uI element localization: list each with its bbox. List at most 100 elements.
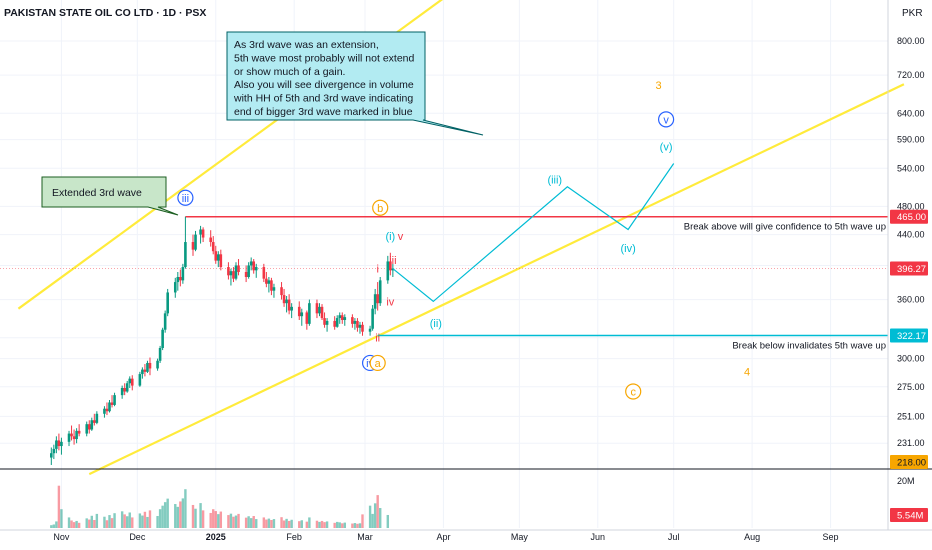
wave-label-text: (iv) (621, 243, 636, 255)
candle (335, 315, 339, 328)
y-tick-label: 231.00 (897, 438, 925, 448)
candle (50, 447, 53, 465)
volume-bar (341, 523, 344, 528)
candle-body (179, 276, 182, 281)
candle-body (335, 318, 339, 327)
candle (318, 303, 321, 317)
candle-body (184, 242, 187, 268)
candle-body (209, 237, 212, 243)
candle (179, 269, 182, 287)
candle-body (176, 276, 180, 283)
volume-bar (110, 518, 114, 528)
candle (267, 276, 271, 293)
candle-body (67, 433, 71, 442)
candle-body (211, 242, 215, 252)
candle-body (72, 436, 76, 440)
candle (333, 316, 336, 330)
candle-body (389, 261, 392, 271)
volume-bar (55, 521, 58, 528)
volume-bar (376, 495, 379, 528)
y-tick-label: 540.00 (897, 163, 925, 173)
candle (308, 299, 311, 326)
y-tick-label: 480.00 (897, 201, 925, 211)
candle (265, 271, 268, 288)
volume-bar (209, 512, 212, 528)
candle-body (90, 420, 94, 430)
candle (361, 321, 364, 336)
wave-label-text: (i) (385, 231, 395, 243)
wave-label: (ii) (430, 318, 442, 330)
candle (105, 402, 109, 416)
wave-circle (177, 189, 194, 206)
candle-body (138, 374, 142, 386)
candle (287, 294, 291, 315)
candle (389, 252, 392, 276)
candle-body (199, 229, 202, 235)
candles (50, 216, 395, 465)
candle (214, 245, 218, 264)
volume-tick-label: 20M (897, 476, 915, 486)
annotation-line: with HH of 5th and 3rd wave indicating (233, 93, 413, 105)
candle (373, 288, 377, 315)
volume-bar (138, 513, 142, 528)
candle (353, 318, 357, 330)
candle (280, 282, 283, 300)
candle (232, 267, 235, 283)
x-tick-label: 2025 (206, 532, 226, 542)
candle-body (272, 287, 276, 291)
candle (141, 367, 144, 379)
volume-bar (373, 503, 377, 528)
candle (216, 251, 220, 268)
candle (194, 230, 197, 252)
channel-lines (17, 0, 905, 476)
candle-body (146, 362, 149, 372)
annotation-line: or show much of a gain. (234, 66, 345, 78)
candle-body (143, 369, 147, 372)
annotation-line: Also you will see divergence in volume (234, 79, 414, 91)
chart-title: PAKISTAN STATE OIL CO LTD · 1D · PSX (4, 7, 206, 19)
candle (138, 371, 142, 387)
candle-body (361, 324, 364, 332)
candle (340, 312, 344, 324)
volume-bar (318, 521, 321, 528)
volume-bar (217, 514, 220, 528)
volume-bar (60, 509, 63, 528)
wave-label-text: 4 (744, 367, 750, 379)
y-tick-label: 300.00 (897, 354, 925, 364)
wave-circle (657, 111, 675, 128)
volume-bar (105, 520, 109, 528)
candle (87, 420, 91, 434)
candle (156, 358, 159, 371)
candle (55, 436, 58, 454)
volume-bar (255, 519, 258, 528)
volume-bar (244, 517, 248, 528)
volume-bar (232, 516, 235, 528)
y-tick-label: 275.00 (897, 382, 925, 392)
candle-body (93, 420, 96, 423)
volume-bar (262, 517, 266, 528)
volume-bar (194, 508, 197, 528)
candle-body (343, 317, 347, 320)
candle-body (315, 303, 319, 314)
annotation-text: Extended 3rd wave (52, 187, 142, 199)
candle-body (353, 320, 357, 324)
candle-body (128, 378, 132, 384)
volume-bar (166, 498, 169, 528)
candle-body (249, 261, 253, 266)
candle-body (141, 369, 144, 375)
candle-body (95, 413, 99, 423)
wave-label-text: (ii) (430, 318, 442, 330)
volume-bar (201, 510, 205, 528)
price-badge: 396.27 (890, 261, 928, 276)
volume-bar (300, 520, 303, 528)
candle (343, 314, 347, 326)
candle (227, 262, 230, 280)
annotation-line: As 3rd wave was an extension, (234, 39, 379, 51)
volume-bar (249, 518, 253, 528)
x-tick-label: Mar (357, 532, 373, 542)
candle (249, 257, 253, 271)
wave-circle (369, 354, 386, 372)
candle-body (166, 292, 169, 314)
wave-label-text: v (663, 114, 669, 126)
wave-label: i (376, 264, 378, 276)
